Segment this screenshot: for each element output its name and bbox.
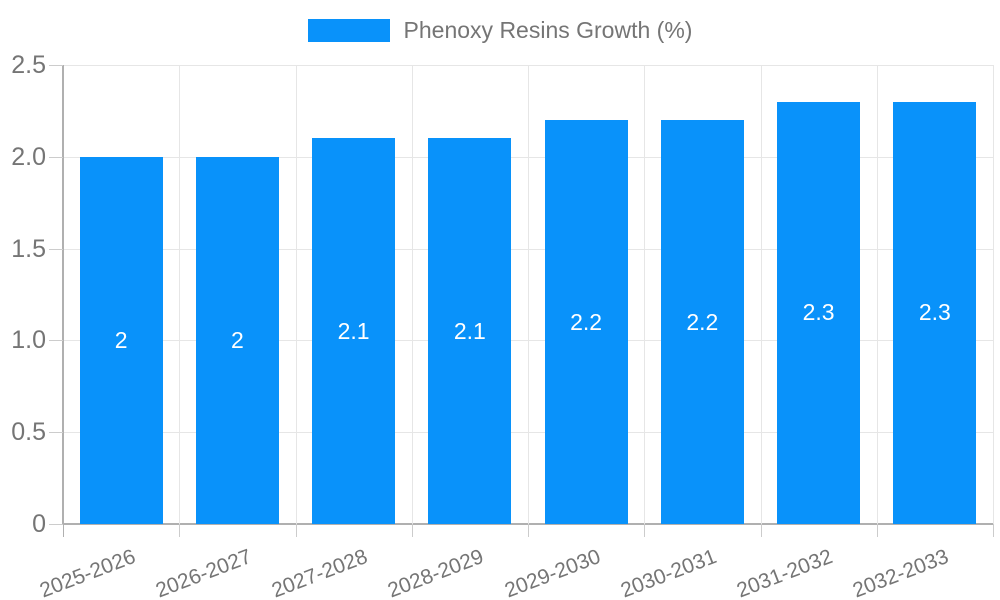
bar[interactable]: 2 [195,156,279,524]
y-tick-mark [49,156,63,158]
bar-value-label: 2.2 [570,308,603,335]
gridline-vertical [295,65,297,524]
x-tick-mark [760,524,762,537]
bar-value-label: 2.2 [686,308,719,335]
plot-area: 2 2 2.1 2.1 2.2 2.2 2.3 2.3 [62,65,994,525]
y-tick-mark [49,340,63,342]
bar-value-label: 2.1 [453,317,486,344]
bar[interactable]: 2.1 [312,138,396,524]
x-tick-mark [993,524,994,537]
legend-swatch [307,19,390,42]
y-axis-tick-label: 1.0 [11,326,46,355]
y-axis-tick-label: 2.5 [11,51,46,79]
bar-value-label: 2 [230,326,244,353]
y-tick-mark [49,248,63,250]
bar[interactable]: 2.2 [660,120,744,524]
x-tick-mark [179,524,181,537]
gridline-vertical [876,65,878,524]
x-tick-mark [63,524,64,537]
y-axis-tick-label: 2.0 [11,142,46,171]
bar-value-label: 2.3 [802,299,835,326]
bar-value-label: 2.1 [337,317,370,344]
bar[interactable]: 2 [79,156,163,524]
y-axis-line [62,65,64,524]
x-axis-tick-label: 2027-2028 [268,545,371,600]
gridline-vertical [644,65,646,524]
bar-value-label: 2.3 [918,299,951,326]
x-tick-mark [295,524,297,537]
y-tick-mark [49,65,63,66]
x-axis-tick-label: 2029-2030 [501,545,604,600]
gridline-vertical [528,65,529,524]
x-axis-tick-label: 2028-2029 [385,545,488,600]
y-axis-tick-label: 0.5 [11,418,46,447]
gridline-vertical [993,65,994,524]
y-tick-mark [49,432,63,434]
y-tick-mark [49,524,63,525]
x-tick-mark [411,524,413,537]
legend-label: Phenoxy Resins Growth (%) [403,17,693,43]
gridline-vertical [760,65,762,524]
bar[interactable]: 2.2 [544,120,628,524]
y-axis-tick-label: 0 [32,510,46,538]
gridline-vertical [411,65,413,524]
x-axis-tick-label: 2031-2032 [733,545,836,600]
x-axis-tick-label: 2025-2026 [36,545,139,600]
legend[interactable]: Phenoxy Resins Growth (%) [0,17,1000,44]
bar[interactable]: 2.3 [777,101,861,524]
bar-value-label: 2 [114,326,128,353]
gridline-vertical [179,65,181,524]
x-tick-mark [528,524,529,537]
x-tick-mark [644,524,646,537]
bar[interactable]: 2.1 [428,138,512,524]
x-tick-mark [876,524,878,537]
x-axis-tick-label: 2032-2033 [850,545,953,600]
y-axis-tick-label: 1.5 [11,234,46,263]
bar[interactable]: 2.3 [893,101,977,524]
x-axis-tick-label: 2026-2027 [152,545,255,600]
x-axis-tick-label: 2030-2031 [617,545,720,600]
